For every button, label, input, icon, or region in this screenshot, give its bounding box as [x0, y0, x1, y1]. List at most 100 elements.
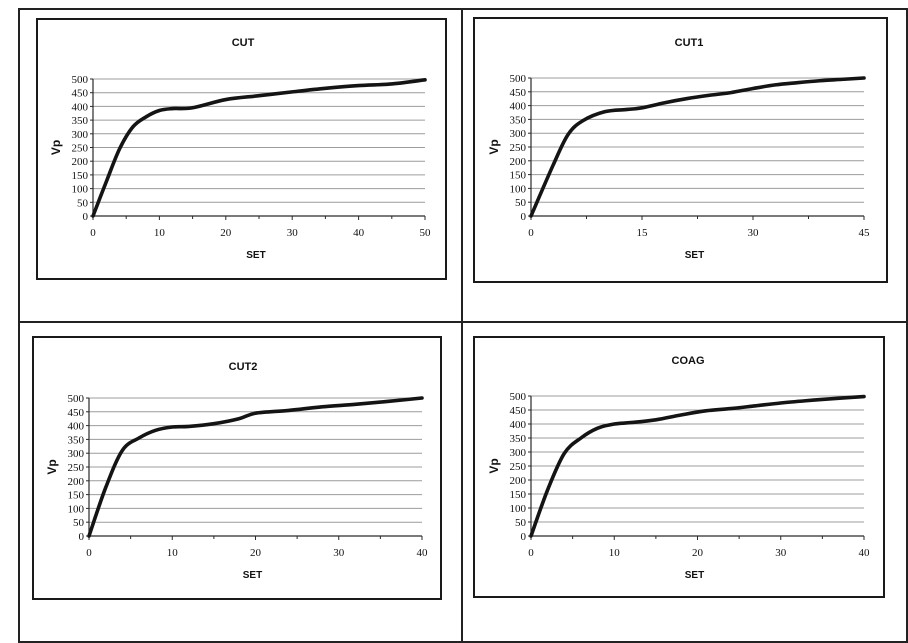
gridlines — [531, 77, 864, 203]
y-tick-label: 350 — [510, 114, 527, 126]
x-tick-label: 40 — [859, 547, 871, 559]
x-tick-label: 30 — [333, 547, 345, 559]
x-tick-label: 30 — [775, 547, 787, 559]
y-tick-label: 50 — [515, 517, 527, 529]
chart-title: CUT1 — [675, 37, 704, 49]
y-tick-label: 200 — [68, 476, 85, 488]
y-tick-label: 450 — [510, 405, 527, 417]
x-tick-label: 20 — [250, 547, 262, 559]
y-tick-label: 300 — [510, 128, 527, 140]
y-tick-label: 450 — [72, 88, 89, 100]
x-tick-label: 10 — [154, 227, 166, 239]
y-tick-label: 400 — [68, 421, 85, 433]
y-tick-label: 400 — [72, 101, 89, 113]
x-axis-label: SET — [685, 250, 704, 261]
y-tick-label: 250 — [510, 142, 527, 154]
y-tick-label: 500 — [510, 73, 527, 85]
y-tick-label: 300 — [510, 447, 527, 459]
y-axis-label: Vp — [45, 459, 59, 474]
chart-panel-cut1: 0 50 100 150 200 250 300 350 400 450 500 0 15 30 45 CU… — [473, 17, 888, 283]
y-tick-label: 0 — [521, 531, 527, 543]
axes: 0 50 100 150 200 250 300 350 400 450 500 0 10 20 30 40 — [510, 391, 871, 559]
y-tick-label: 500 — [72, 74, 89, 86]
gridlines — [531, 395, 864, 523]
x-tick-label: 40 — [353, 227, 365, 239]
x-axis-label: SET — [246, 250, 265, 261]
chart-panel-cut: 0 50 100 150 200 250 300 350 400 450 500 0 10 20 30 40 5… — [36, 18, 447, 280]
y-tick-label: 250 — [68, 462, 85, 474]
figure-divider-horizontal — [18, 321, 908, 323]
x-tick-label: 0 — [86, 547, 92, 559]
x-tick-label: 20 — [220, 227, 232, 239]
y-tick-label: 500 — [510, 391, 527, 403]
y-tick-label: 200 — [510, 475, 527, 487]
y-axis-label: Vp — [487, 458, 501, 473]
y-tick-label: 50 — [77, 197, 89, 209]
y-tick-label: 0 — [79, 531, 85, 543]
y-tick-label: 0 — [83, 211, 89, 223]
y-tick-label: 450 — [68, 407, 85, 419]
series-line — [529, 394, 866, 538]
y-tick-label: 200 — [510, 156, 527, 168]
series-line — [87, 396, 424, 538]
x-tick-label: 0 — [528, 227, 534, 239]
x-axis-label: SET — [243, 570, 262, 581]
x-tick-label: 15 — [637, 227, 649, 239]
y-tick-label: 250 — [72, 143, 89, 155]
y-tick-label: 500 — [68, 393, 85, 405]
x-tick-label: 10 — [609, 547, 621, 559]
x-tick-label: 20 — [692, 547, 704, 559]
y-tick-label: 250 — [510, 461, 527, 473]
y-tick-label: 100 — [510, 503, 527, 515]
x-tick-label: 10 — [167, 547, 179, 559]
x-tick-label: 50 — [420, 227, 432, 239]
y-axis-label: Vp — [487, 139, 501, 154]
series-line — [529, 76, 866, 218]
y-tick-label: 300 — [72, 129, 89, 141]
y-tick-label: 50 — [515, 197, 527, 209]
y-axis-label: Vp — [49, 140, 63, 155]
y-tick-label: 100 — [68, 503, 85, 515]
gridlines — [89, 397, 422, 523]
y-tick-label: 200 — [72, 156, 89, 168]
series-layer — [91, 78, 427, 218]
y-tick-label: 350 — [68, 434, 85, 446]
x-tick-label: 45 — [859, 227, 871, 239]
chart-title: COAG — [672, 355, 705, 367]
x-tick-label: 30 — [748, 227, 760, 239]
x-axis-label: SET — [685, 570, 704, 581]
x-tick-label: 0 — [90, 227, 96, 239]
x-tick-label: 30 — [287, 227, 299, 239]
series-line — [91, 78, 427, 218]
y-tick-label: 150 — [68, 490, 85, 502]
figure-divider-vertical — [461, 8, 463, 643]
y-tick-label: 150 — [510, 489, 527, 501]
chart-title: CUT2 — [229, 361, 258, 373]
chart-panel-cut2: 0 50 100 150 200 250 300 350 400 450 500 0 10 20 30 40 … — [32, 336, 442, 600]
x-tick-label: 0 — [528, 547, 534, 559]
series-layer — [529, 394, 866, 538]
series-layer — [87, 396, 424, 538]
y-tick-label: 100 — [510, 183, 527, 195]
y-tick-label: 150 — [72, 170, 89, 182]
y-tick-label: 400 — [510, 101, 527, 113]
figure-frame — [18, 8, 908, 643]
y-tick-label: 450 — [510, 87, 527, 99]
y-tick-label: 350 — [72, 115, 89, 127]
gridlines — [93, 78, 425, 203]
y-tick-label: 400 — [510, 419, 527, 431]
chart-panel-coag: 0 50 100 150 200 250 300 350 400 450 500 0 10 20 30 40 … — [473, 336, 885, 598]
y-tick-label: 350 — [510, 433, 527, 445]
chart-title: CUT — [232, 37, 255, 49]
y-tick-label: 150 — [510, 170, 527, 182]
y-tick-label: 300 — [68, 448, 85, 460]
y-tick-label: 100 — [72, 184, 89, 196]
series-layer — [529, 76, 866, 218]
y-tick-label: 0 — [521, 211, 527, 223]
